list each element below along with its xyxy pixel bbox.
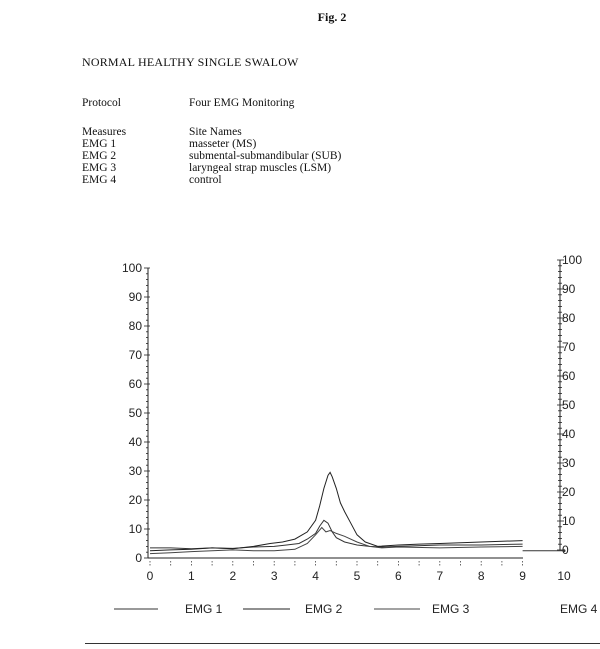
chart-heading: NORMAL HEALTHY SINGLE SWALOW bbox=[82, 55, 299, 69]
measure-value: laryngeal strap muscles (LSM) bbox=[189, 162, 332, 174]
measure-value: control bbox=[189, 174, 222, 186]
legend-label-emg-1: EMG 1 bbox=[185, 602, 223, 616]
measure-key: EMG 3 bbox=[82, 162, 117, 174]
y-tick-label-left: 10 bbox=[129, 522, 143, 536]
y-tick-label-left: 70 bbox=[129, 348, 143, 362]
y-tick-label-right: 100 bbox=[562, 253, 582, 267]
measure-key: EMG 2 bbox=[82, 150, 117, 162]
x-tick-label: 9 bbox=[519, 569, 526, 583]
measure-key: EMG 4 bbox=[82, 174, 117, 186]
x-tick-label: 8 bbox=[478, 569, 485, 583]
y-tick-label-left: 40 bbox=[129, 435, 143, 449]
protocol-key: Protocol bbox=[82, 97, 121, 109]
y-tick-label-left: 20 bbox=[129, 493, 143, 507]
y-tick-label-right: 10 bbox=[562, 514, 576, 528]
x-tick-label: 1 bbox=[188, 569, 195, 583]
y-tick-label-left: 60 bbox=[129, 377, 143, 391]
x-tick-label: 3 bbox=[271, 569, 278, 583]
y-tick-label-right: 70 bbox=[562, 340, 576, 354]
measure-value: masseter (MS) bbox=[189, 138, 257, 150]
y-tick-label-right: 50 bbox=[562, 398, 576, 412]
x-tick-label: 0 bbox=[147, 569, 154, 583]
series-point-emg-4 bbox=[562, 549, 566, 553]
measures-key: Measures bbox=[82, 126, 127, 138]
y-tick-label-right: 40 bbox=[562, 427, 576, 441]
y-tick-label-left: 100 bbox=[122, 261, 142, 275]
legend-label-emg-4: EMG 4 bbox=[560, 602, 598, 616]
x-tick-label: 6 bbox=[395, 569, 402, 583]
y-tick-label-left: 90 bbox=[129, 290, 143, 304]
series-layer bbox=[149, 471, 566, 555]
y-tick-label-right: 30 bbox=[562, 456, 576, 470]
measure-value: submental-submandibular (SUB) bbox=[189, 150, 342, 162]
measures-value: Site Names bbox=[189, 126, 242, 138]
x-tick-label: 5 bbox=[354, 569, 361, 583]
y-tick-label-right: 20 bbox=[562, 485, 576, 499]
x-tick-label: 7 bbox=[436, 569, 443, 583]
measure-key: EMG 1 bbox=[82, 138, 117, 150]
y-tick-label-right: 80 bbox=[562, 311, 576, 325]
x-tick-label: 2 bbox=[229, 569, 236, 583]
protocol-value: Four EMG Monitoring bbox=[189, 97, 295, 109]
x-tick-label: 10 bbox=[557, 569, 571, 583]
series-line-emg-3 bbox=[149, 526, 523, 555]
axes-layer: 0102030405060708090100010203040506070809… bbox=[122, 253, 582, 583]
y-tick-label-right: 0 bbox=[562, 543, 569, 557]
y-tick-label-left: 30 bbox=[129, 464, 143, 478]
bottom-divider bbox=[85, 643, 600, 644]
y-tick-label-left: 0 bbox=[135, 551, 142, 565]
y-tick-label-right: 60 bbox=[562, 369, 576, 383]
y-tick-label-left: 50 bbox=[129, 406, 143, 420]
series-line-emg-1 bbox=[150, 519, 523, 550]
legend-layer: EMG 1 EMG 2 EMG 3 EMG 4 bbox=[114, 602, 598, 616]
series-line-emg-2 bbox=[149, 471, 523, 552]
y-tick-label-left: 80 bbox=[129, 319, 143, 333]
legend-label-emg-3: EMG 3 bbox=[432, 602, 470, 616]
legend-label-emg-2: EMG 2 bbox=[305, 602, 343, 616]
x-tick-label: 4 bbox=[312, 569, 319, 583]
figure-label: Fig. 2 bbox=[317, 10, 347, 24]
y-tick-label-right: 90 bbox=[562, 282, 576, 296]
